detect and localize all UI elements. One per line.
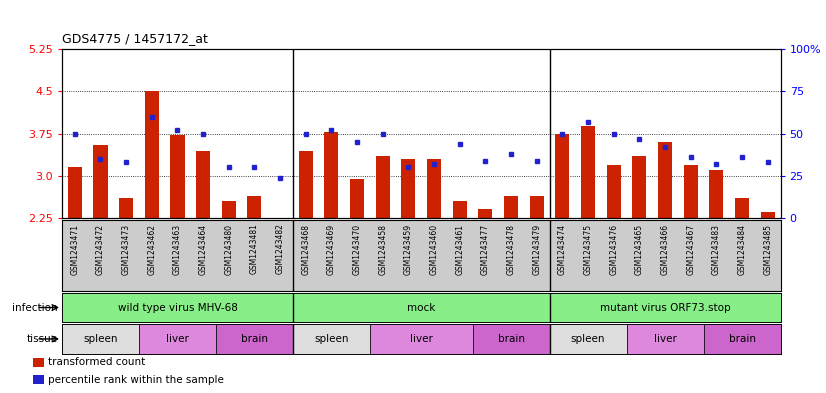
Bar [350,179,364,218]
Bar [221,201,236,218]
Text: GSM1243476: GSM1243476 [610,224,618,275]
Text: GSM1243469: GSM1243469 [327,224,336,275]
Bar [606,165,621,218]
Bar [273,218,287,220]
Text: GSM1243472: GSM1243472 [96,224,105,275]
Text: GSM1243463: GSM1243463 [173,224,182,275]
Bar [401,159,415,218]
Text: GSM1243479: GSM1243479 [532,224,541,275]
Bar [735,198,749,218]
Bar [93,145,107,218]
Bar [704,324,781,354]
Bar [529,196,544,218]
Text: GSM1243467: GSM1243467 [686,224,695,275]
Text: GSM1243468: GSM1243468 [301,224,311,275]
Text: mutant virus ORF73.stop: mutant virus ORF73.stop [600,303,730,312]
Bar [216,324,293,354]
Bar [761,213,775,218]
Bar [427,159,441,218]
Bar [196,151,210,218]
Text: GSM1243484: GSM1243484 [738,224,747,275]
Bar [33,358,44,367]
Bar [504,196,518,218]
Bar [62,324,139,354]
Text: GSM1243473: GSM1243473 [121,224,131,275]
Text: GSM1243474: GSM1243474 [558,224,567,275]
Bar [581,126,596,218]
Bar [139,324,216,354]
Bar [170,135,184,218]
Bar [145,91,159,218]
Text: GSM1243464: GSM1243464 [198,224,207,275]
Text: GSM1243460: GSM1243460 [430,224,439,275]
Text: liver: liver [166,334,189,344]
Bar [555,134,569,218]
Text: GSM1243482: GSM1243482 [276,224,285,274]
Text: GSM1243461: GSM1243461 [455,224,464,275]
Text: mock: mock [407,303,435,312]
Bar [293,293,549,322]
Bar [119,198,133,218]
Text: GSM1243466: GSM1243466 [661,224,670,275]
Text: brain: brain [241,334,268,344]
Bar [658,142,672,218]
Text: GSM1243475: GSM1243475 [584,224,592,275]
Bar [33,375,44,384]
Bar [376,156,390,218]
Text: brain: brain [729,334,756,344]
Bar [549,293,781,322]
Text: brain: brain [497,334,525,344]
Bar [299,151,313,218]
Bar [62,293,293,322]
Text: percentile rank within the sample: percentile rank within the sample [48,375,224,385]
Bar [68,167,82,218]
Text: GSM1243458: GSM1243458 [378,224,387,275]
Text: liver: liver [653,334,676,344]
Bar [370,324,472,354]
Text: GSM1243485: GSM1243485 [763,224,772,275]
Text: spleen: spleen [571,334,605,344]
Text: GSM1243478: GSM1243478 [506,224,515,275]
Bar [710,170,724,218]
Text: wild type virus MHV-68: wild type virus MHV-68 [117,303,237,312]
Bar [684,165,698,218]
Bar [633,156,647,218]
Bar [325,132,339,218]
Bar [549,324,627,354]
Text: spleen: spleen [83,334,117,344]
Text: spleen: spleen [314,334,349,344]
Bar [627,324,704,354]
Bar [478,209,492,218]
Text: GSM1243481: GSM1243481 [250,224,259,274]
Text: GSM1243462: GSM1243462 [147,224,156,275]
Text: GSM1243459: GSM1243459 [404,224,413,275]
Text: GSM1243480: GSM1243480 [225,224,233,275]
Bar [472,324,549,354]
Text: GSM1243465: GSM1243465 [635,224,644,275]
Text: GSM1243477: GSM1243477 [481,224,490,275]
Text: liver: liver [410,334,433,344]
Bar [293,324,370,354]
Text: GDS4775 / 1457172_at: GDS4775 / 1457172_at [62,32,208,45]
Bar [453,201,467,218]
Text: tissue: tissue [26,334,58,344]
Bar [247,196,262,218]
Text: GSM1243471: GSM1243471 [70,224,79,275]
Text: transformed count: transformed count [48,357,145,367]
Text: GSM1243483: GSM1243483 [712,224,721,275]
Text: GSM1243470: GSM1243470 [353,224,362,275]
Text: infection: infection [12,303,58,312]
